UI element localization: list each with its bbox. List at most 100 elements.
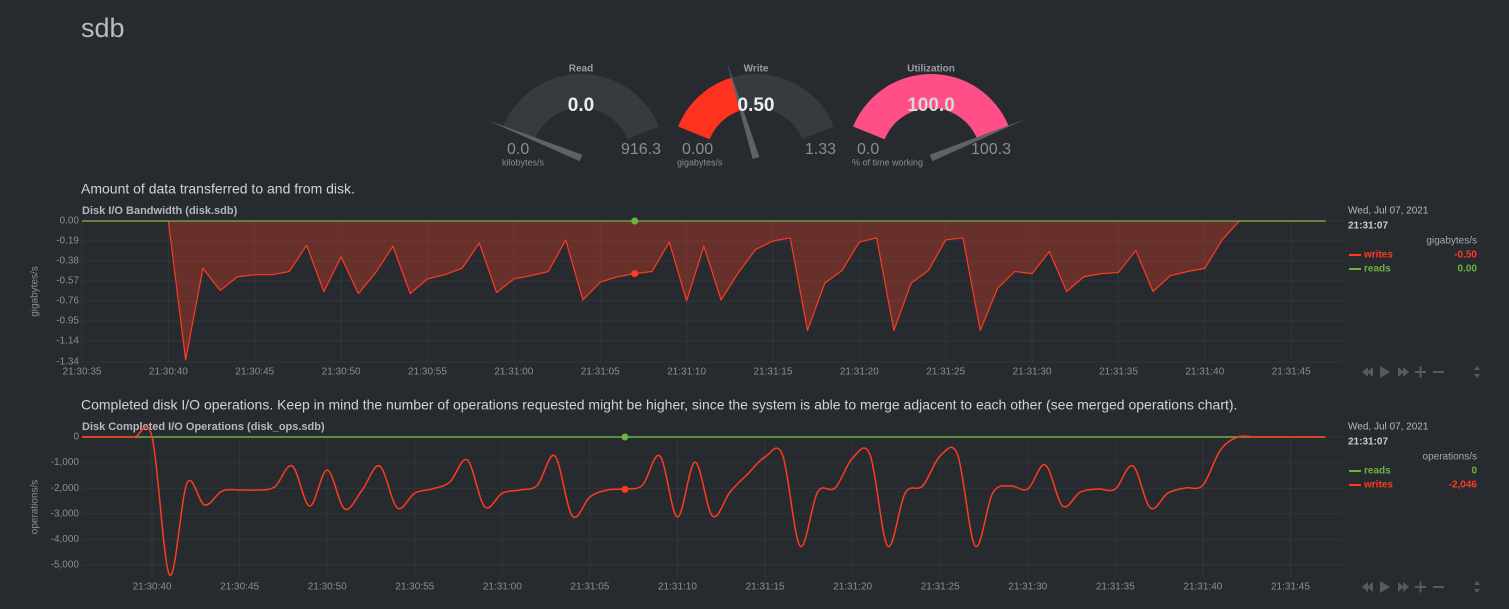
gauge-fill (678, 77, 742, 140)
series-area (82, 221, 1326, 360)
y-tick-label: 0 (73, 432, 79, 443)
gauge-value: 100.0 (907, 95, 955, 116)
x-tick-label: 21:31:05 (570, 582, 609, 593)
gauge-value: 0.0 (568, 95, 594, 116)
resize-handle[interactable] (1474, 581, 1480, 593)
rewind-button[interactable] (1362, 367, 1373, 377)
legend-units: operations/s (1423, 452, 1477, 463)
legend-name: writes (1363, 480, 1393, 491)
y-tick-label: -0.76 (56, 296, 79, 307)
y-tick-label: -3,000 (51, 508, 80, 519)
x-tick-label: 21:31:30 (1013, 367, 1052, 378)
gauge-min: 0.00 (682, 141, 713, 158)
y-tick-label: -1,000 (51, 457, 80, 468)
chart-description: Completed disk I/O operations. Keep in m… (81, 397, 1237, 413)
y-axis-label: operations/s (30, 480, 41, 534)
y-tick-label: -1.14 (56, 336, 79, 347)
zoom-in-button[interactable] (1415, 581, 1426, 593)
legend-time: 21:31:07 (1348, 221, 1388, 232)
legend-name: writes (1363, 250, 1393, 261)
rewind-button[interactable] (1362, 582, 1373, 592)
x-tick-label: 21:31:45 (1272, 367, 1311, 378)
gauge-title: Utilization (907, 64, 955, 75)
x-tick-label: 21:31:25 (926, 367, 965, 378)
x-tick-label: 21:30:55 (408, 367, 447, 378)
legend-name: reads (1364, 466, 1391, 477)
x-tick-label: 21:31:40 (1185, 367, 1224, 378)
y-tick-label: -4,000 (51, 534, 80, 545)
x-tick-label: 21:31:40 (1183, 582, 1222, 593)
gauge-units: kilobytes/s (502, 157, 545, 167)
gauge-units: gigabytes/s (677, 157, 723, 167)
selection-dot (631, 217, 639, 225)
selection-dot (621, 433, 629, 441)
controls-1[interactable] (1362, 366, 1480, 378)
series-line (82, 426, 1326, 576)
x-tick-label: 21:31:10 (667, 367, 706, 378)
gauge-title: Read (569, 64, 593, 75)
x-tick-label: 21:30:40 (149, 367, 188, 378)
gauge-max: 100.3 (971, 141, 1011, 158)
selection-dot (631, 270, 639, 278)
x-tick-label: 21:30:45 (235, 367, 274, 378)
x-tick-label: 21:31:20 (840, 367, 879, 378)
x-tick-label: 21:30:50 (322, 367, 361, 378)
gauge-track (503, 74, 659, 140)
x-tick-label: 21:31:30 (1008, 582, 1047, 593)
y-tick-label: -1.34 (56, 357, 79, 368)
x-tick-label: 21:31:15 (746, 582, 785, 593)
legend-value: -2,046 (1449, 480, 1478, 491)
gauge-needle (929, 119, 1026, 162)
chart-description: Amount of data transferred to and from d… (81, 181, 355, 197)
gauge-value: 0.50 (738, 95, 775, 116)
x-tick-label: 21:31:10 (658, 582, 697, 593)
y-axis-label: gigabytes/s (30, 266, 41, 317)
gauge-max: 1.33 (805, 141, 836, 158)
forward-button[interactable] (1398, 582, 1409, 592)
legend-value: 0.00 (1458, 264, 1478, 275)
x-tick-label: 21:31:00 (483, 582, 522, 593)
play-button[interactable] (1380, 581, 1390, 593)
page-title: sdb (81, 13, 125, 43)
y-tick-label: -0.57 (56, 276, 79, 287)
forward-button[interactable] (1398, 367, 1409, 377)
y-tick-label: -0.95 (56, 316, 79, 327)
selection-dot (621, 485, 629, 493)
x-tick-label: 21:31:45 (1271, 582, 1310, 593)
y-tick-label: -0.19 (56, 236, 79, 247)
x-tick-label: 21:30:40 (133, 582, 172, 593)
controls-2[interactable] (1362, 581, 1480, 593)
x-tick-label: 21:31:15 (753, 367, 792, 378)
legend-units: gigabytes/s (1426, 236, 1477, 247)
gauge-max: 916.3 (621, 141, 661, 158)
gauge-min: 0.0 (857, 141, 879, 158)
zoom-out-button[interactable] (1433, 586, 1444, 588)
legend-name: reads (1364, 264, 1391, 275)
legend-value: 0 (1471, 466, 1477, 477)
play-button[interactable] (1380, 366, 1390, 378)
gauge-needle (726, 60, 760, 160)
chart-controls[interactable] (1362, 366, 1480, 593)
x-tick-label: 21:30:50 (308, 582, 347, 593)
gauge-units: % of time working (852, 157, 923, 167)
y-tick-label: -5,000 (51, 560, 80, 571)
x-tick-label: 21:31:00 (494, 367, 533, 378)
y-tick-label: -0.38 (56, 256, 79, 267)
x-tick-label: 21:31:05 (581, 367, 620, 378)
x-tick-label: 21:31:20 (833, 582, 872, 593)
gauge-fill (853, 74, 1009, 140)
legend-value: -0.50 (1454, 250, 1477, 261)
x-tick-label: 21:31:35 (1099, 367, 1138, 378)
resize-handle[interactable] (1474, 366, 1480, 378)
chart-title: Disk Completed I/O Operations (disk_ops.… (82, 421, 325, 433)
zoom-in-button[interactable] (1415, 366, 1426, 378)
gauge-title: Write (744, 64, 769, 75)
zoom-out-button[interactable] (1433, 371, 1444, 373)
x-tick-label: 21:30:45 (220, 582, 259, 593)
chart-title: Disk I/O Bandwidth (disk.sdb) (82, 205, 238, 217)
x-tick-label: 21:31:35 (1096, 582, 1135, 593)
legend-date: Wed, Jul 07, 2021 (1348, 206, 1429, 217)
x-tick-label: 21:30:55 (395, 582, 434, 593)
gauge-needle (486, 119, 583, 162)
